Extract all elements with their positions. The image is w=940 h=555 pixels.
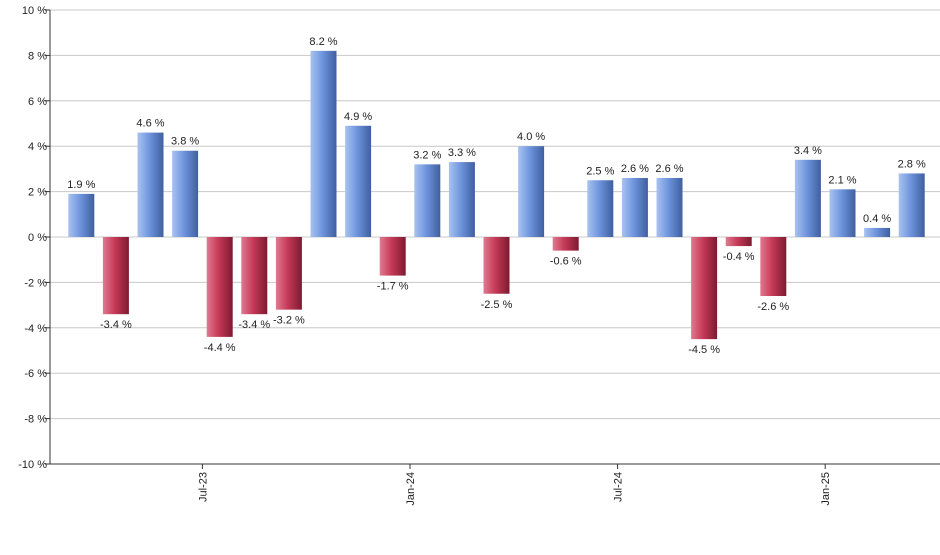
data-label: 3.4 % [794,145,822,157]
bar-positive [794,159,821,237]
data-label: -4.5 % [688,344,720,356]
data-label: -4.4 % [204,342,236,354]
bar-negative [725,237,752,247]
data-label: -2.6 % [757,301,789,313]
bar-positive [137,132,164,237]
x-tick-label: Jul-23 [197,472,209,502]
data-label: 3.3 % [448,147,476,159]
y-tick-label: -2 % [24,277,47,289]
bar-positive [310,50,337,237]
bar-positive [172,150,199,237]
x-tick-label: Jul-24 [613,472,625,502]
data-label: -3.2 % [273,315,305,327]
y-tick-label: -10 % [18,459,47,471]
bar-negative [760,237,787,297]
bar-positive [587,180,614,237]
y-tick-label: 4 % [28,141,47,153]
bar-positive [621,177,648,237]
data-label: 4.6 % [136,118,164,130]
bar-positive [345,125,372,237]
data-label: 3.2 % [413,149,441,161]
y-tick-label: -4 % [24,323,47,335]
bar-positive [864,227,891,237]
data-label: 3.8 % [171,136,199,148]
y-tick-label: -8 % [24,414,47,426]
data-label: 2.8 % [898,158,926,170]
bar-positive [829,189,856,237]
data-label: -1.7 % [377,281,409,293]
y-axis-ticks: 10 % 8 % 6 % 4 % 2 % 0 % -2 % -4 % -6 % -8 % -10 % [18,5,50,471]
bar-positive [898,173,925,237]
data-label: 2.1 % [828,174,856,186]
bar-negative [691,237,718,340]
bar-positive [656,177,683,237]
bar-positive [414,164,441,237]
axes [49,10,940,465]
bar-negative [206,237,233,337]
x-tick-label: Jan-24 [405,472,417,506]
data-label: -3.4 % [100,319,132,331]
data-label: -0.6 % [550,256,582,268]
data-label: -3.4 % [238,319,270,331]
data-labels: 1.9 %-3.4 %4.6 %3.8 %-4.4 %-3.4 % -3.2 %8… [67,36,926,356]
data-label: 8.2 % [309,36,337,48]
y-tick-label: 2 % [28,187,47,199]
bar-positive [448,162,475,237]
x-tick-label: Jan-25 [820,472,832,506]
bar-negative [379,237,406,276]
bars [68,50,925,340]
y-tick-label: 8 % [28,50,47,62]
bar-negative [552,237,579,251]
y-tick-label: 10 % [22,5,47,17]
data-label: 2.5 % [586,165,614,177]
data-label: 0.4 % [863,213,891,225]
data-label: 2.6 % [655,163,683,175]
data-label: 1.9 % [67,179,95,191]
bar-negative [275,237,302,310]
data-label: -0.4 % [723,251,755,263]
bar-negative [102,237,129,315]
bar-negative [483,237,510,294]
data-label: -2.5 % [481,299,513,311]
x-axis-ticks: Jul-23 Jan-24 Jul-24 Jan-25 [197,464,832,506]
y-tick-label: 6 % [28,96,47,108]
data-label: 4.0 % [517,131,545,143]
data-label: 2.6 % [621,163,649,175]
bar-positive [68,193,95,237]
bar-positive [518,146,545,237]
data-label: 4.9 % [344,111,372,123]
bar-negative [241,237,268,315]
y-tick-label: 0 % [28,232,47,244]
y-tick-label: -6 % [24,368,47,380]
